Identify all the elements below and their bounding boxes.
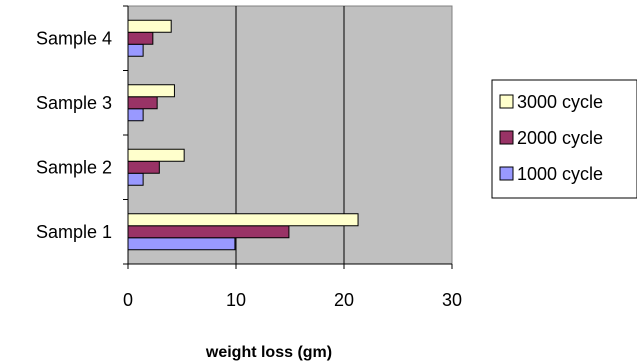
x-tick-label-20: 20 xyxy=(334,290,354,310)
legend-swatch-3000-cycle xyxy=(499,94,514,109)
bar-sample-2-2000-cycle xyxy=(127,160,160,174)
bar-sample-4-3000-cycle xyxy=(127,19,172,33)
category-label-sample-1: Sample 1 xyxy=(36,222,112,242)
axes xyxy=(123,5,453,269)
legend-box xyxy=(491,79,637,199)
bar-sample-2-3000-cycle xyxy=(127,148,185,162)
category-labels: Sample 1 Sample 2 Sample 3 Sample 4 xyxy=(36,28,112,242)
bar-sample-3-1000-cycle xyxy=(127,108,144,122)
legend-label-3000-cycle: 3000 cycle xyxy=(517,92,603,112)
legend: 3000 cycle 2000 cycle 1000 cycle xyxy=(491,79,637,199)
x-tick-label-30: 30 xyxy=(442,290,462,310)
legend-label-1000-cycle: 1000 cycle xyxy=(517,164,603,184)
bar-sample-1-3000-cycle xyxy=(127,213,359,227)
category-label-sample-3: Sample 3 xyxy=(36,93,112,113)
x-tick-label-0: 0 xyxy=(123,290,133,310)
legend-swatch-2000-cycle xyxy=(499,130,514,145)
legend-swatch-1000-cycle xyxy=(499,166,514,181)
category-label-sample-2: Sample 2 xyxy=(36,157,112,177)
x-tick-labels: 0 10 20 30 xyxy=(123,290,462,310)
x-axis-title: weight loss (gm) xyxy=(205,344,332,361)
bar-sample-4-1000-cycle xyxy=(127,43,144,57)
bar-sample-1-2000-cycle xyxy=(127,225,290,239)
bar-sample-2-1000-cycle xyxy=(127,172,144,186)
bar-sample-4-2000-cycle xyxy=(127,31,154,45)
bar-sample-3-3000-cycle xyxy=(127,84,175,98)
x-tick-label-10: 10 xyxy=(226,290,246,310)
bar-sample-1-1000-cycle xyxy=(127,237,236,251)
bar-sample-3-2000-cycle xyxy=(127,96,158,110)
legend-label-2000-cycle: 2000 cycle xyxy=(517,128,603,148)
legend-items: 3000 cycle 2000 cycle 1000 cycle xyxy=(499,92,603,184)
category-label-sample-4: Sample 4 xyxy=(36,28,112,48)
